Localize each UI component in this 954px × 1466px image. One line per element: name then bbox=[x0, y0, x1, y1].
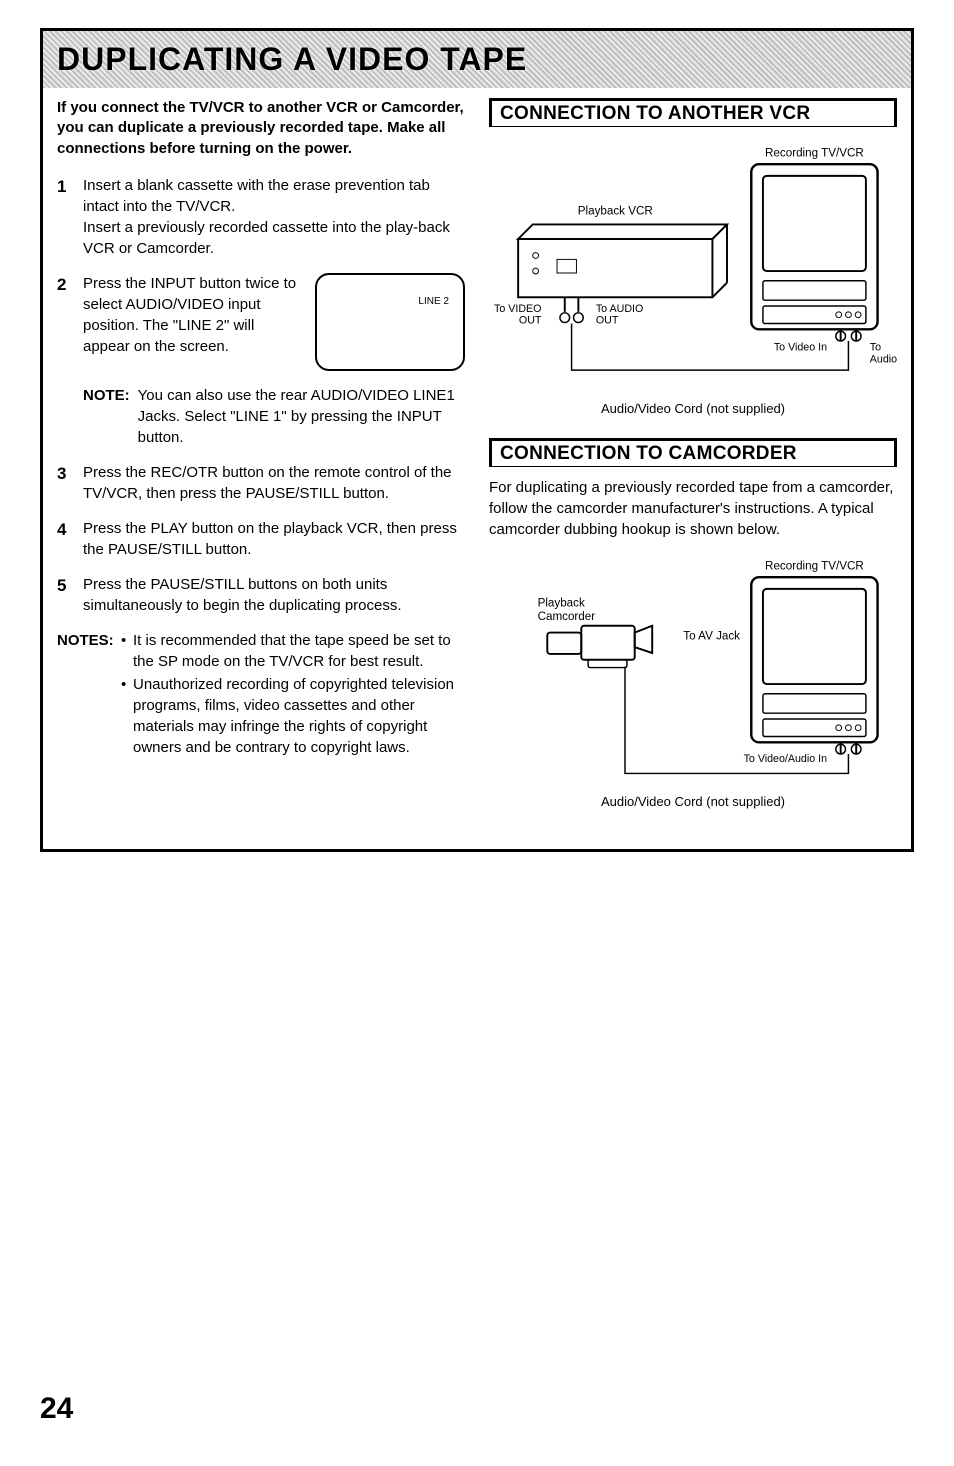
notes-item: Unauthorized recording of copyrighted te… bbox=[121, 674, 465, 758]
label-video-in: To Video In bbox=[774, 342, 827, 354]
step-text: Press the REC/OTR button on the remote c… bbox=[83, 462, 465, 504]
diagram-vcr-connection: Recording TV/VCR Playback VCR bbox=[489, 137, 897, 390]
caption-vcr: Audio/Video Cord (not supplied) bbox=[489, 401, 897, 416]
line2-screen-box: LINE 2 bbox=[315, 273, 465, 371]
step-text: Press the PAUSE/STILL buttons on both un… bbox=[83, 574, 465, 616]
step-5: 5 Press the PAUSE/STILL buttons on both … bbox=[57, 574, 465, 616]
step-number: 2 bbox=[57, 273, 73, 371]
page-title: DUPLICATING A VIDEO TAPE bbox=[57, 41, 897, 78]
label-recording-tvvcr: Recording TV/VCR bbox=[765, 146, 864, 159]
label-recording-tvvcr: Recording TV/VCR bbox=[765, 559, 864, 572]
step-number: 5 bbox=[57, 574, 73, 616]
step-4: 4 Press the PLAY button on the playback … bbox=[57, 518, 465, 560]
heading-camcorder: CONNECTION TO CAMCORDER bbox=[489, 438, 897, 467]
camcorder-paragraph: For duplicating a previously recorded ta… bbox=[489, 477, 897, 540]
notes-item: It is recommended that the tape speed be… bbox=[121, 630, 465, 672]
notes-block: NOTES: It is recommended that the tape s… bbox=[57, 630, 465, 760]
left-column: If you connect the TV/VCR to another VCR… bbox=[57, 98, 465, 831]
notes-list: It is recommended that the tape speed be… bbox=[121, 630, 465, 760]
step-3: 3 Press the REC/OTR button on the remote… bbox=[57, 462, 465, 504]
label-video-out: To VIDEOOUT bbox=[494, 303, 542, 327]
label-av-jack: To AV Jack bbox=[683, 629, 740, 642]
step-number: 3 bbox=[57, 462, 73, 504]
line2-label: LINE 2 bbox=[418, 295, 449, 309]
label-playback-cam: PlaybackCamcorder bbox=[538, 596, 596, 623]
step-body: LINE 2 Press the INPUT button twice to s… bbox=[83, 273, 465, 371]
step-number: 1 bbox=[57, 175, 73, 259]
notes-label: NOTES: bbox=[57, 630, 115, 760]
columns: If you connect the TV/VCR to another VCR… bbox=[43, 88, 911, 849]
label-playback-vcr: Playback VCR bbox=[578, 205, 653, 218]
step-1: 1 Insert a blank cassette with the erase… bbox=[57, 175, 465, 259]
label-audio-in: ToAudio In bbox=[870, 342, 897, 366]
step-2: 2 LINE 2 Press the INPUT button twice to… bbox=[57, 273, 465, 371]
heading-vcr: CONNECTION TO ANOTHER VCR bbox=[489, 98, 897, 127]
step-text: Insert a previously recorded cassette in… bbox=[83, 219, 450, 257]
diagram-camcorder-connection: Recording TV/VCR PlaybackCamcorder To AV… bbox=[489, 550, 897, 783]
right-column: CONNECTION TO ANOTHER VCR Recording TV/V… bbox=[489, 98, 897, 831]
step-text: Press the PLAY button on the playback VC… bbox=[83, 518, 465, 560]
label-audio-out: To AUDIOOUT bbox=[596, 303, 643, 327]
caption-cam: Audio/Video Cord (not supplied) bbox=[489, 794, 897, 809]
page-number: 24 bbox=[40, 1392, 914, 1426]
step-text: Press the INPUT button twice to select A… bbox=[83, 275, 296, 355]
note-label: NOTE: bbox=[83, 385, 130, 448]
step-body: Insert a blank cassette with the erase p… bbox=[83, 175, 465, 259]
step-text: Insert a blank cassette with the erase p… bbox=[83, 177, 430, 215]
note-block: NOTE: You can also use the rear AUDIO/VI… bbox=[83, 385, 465, 448]
page-frame: DUPLICATING A VIDEO TAPE If you connect … bbox=[40, 28, 914, 852]
note-body: You can also use the rear AUDIO/VIDEO LI… bbox=[138, 385, 465, 448]
title-banner: DUPLICATING A VIDEO TAPE bbox=[43, 31, 911, 88]
step-number: 4 bbox=[57, 518, 73, 560]
intro-paragraph: If you connect the TV/VCR to another VCR… bbox=[57, 98, 465, 159]
label-va-in: To Video/Audio In bbox=[744, 752, 828, 764]
